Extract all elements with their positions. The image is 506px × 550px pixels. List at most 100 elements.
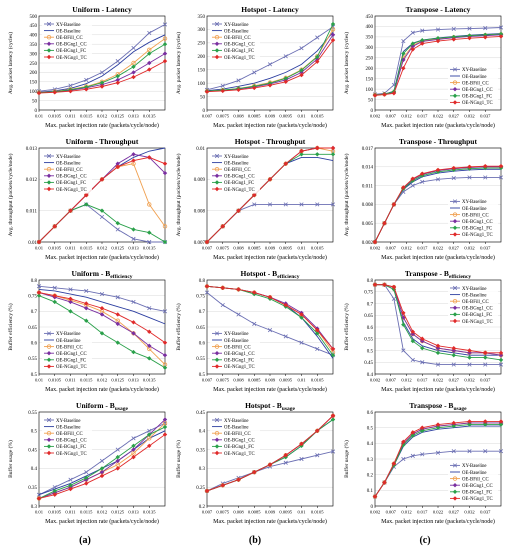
x-tick-label: 0.022 bbox=[433, 510, 444, 515]
data-point bbox=[483, 35, 488, 40]
data-point bbox=[236, 208, 241, 213]
legend-label: XY-Baseline bbox=[462, 200, 487, 205]
legend-marker bbox=[214, 437, 220, 442]
data-point bbox=[382, 282, 387, 287]
data-point bbox=[283, 54, 288, 59]
legend-label: XY-Baseline bbox=[224, 23, 249, 28]
data-point bbox=[498, 419, 504, 424]
chart-title-subscript: usage bbox=[282, 406, 296, 412]
data-point bbox=[283, 302, 288, 308]
y-tick-label: 200 bbox=[30, 71, 38, 76]
plot-frame bbox=[374, 15, 502, 111]
data-point bbox=[220, 285, 225, 291]
series-line bbox=[38, 292, 166, 365]
data-point bbox=[84, 84, 89, 90]
data-point bbox=[236, 78, 241, 83]
x-tick-label: 0.007 bbox=[386, 114, 397, 119]
data-point bbox=[68, 299, 73, 305]
y-tick-label: 150 bbox=[30, 81, 38, 86]
data-point bbox=[330, 353, 336, 358]
y-tick-label: 0.009 bbox=[194, 178, 206, 183]
y-tick-label: 0.3 bbox=[367, 458, 374, 463]
x-tick-label: 0.027 bbox=[449, 378, 460, 383]
legend-marker bbox=[46, 21, 52, 27]
data-point bbox=[115, 321, 120, 327]
data-point bbox=[52, 285, 57, 290]
data-point bbox=[147, 329, 152, 334]
x-tick-label: 0.037 bbox=[480, 246, 491, 251]
data-point bbox=[498, 353, 504, 358]
legend-marker bbox=[214, 21, 220, 27]
x-tick-label: 0.0135 bbox=[143, 378, 156, 383]
data-point bbox=[382, 92, 387, 97]
data-point bbox=[283, 202, 288, 207]
y-axis-label: Buffer efficiency (%) bbox=[7, 303, 14, 350]
data-point bbox=[99, 312, 105, 317]
data-point bbox=[451, 420, 456, 426]
column-label-b: (b) bbox=[249, 535, 261, 546]
data-point bbox=[299, 456, 304, 462]
legend: XY-BaselineOE-BaselineOE-BFill_CCOE-BGng… bbox=[448, 64, 498, 107]
data-point bbox=[52, 293, 57, 298]
data-point bbox=[283, 161, 288, 166]
y-tick-label: 0.5 bbox=[31, 373, 38, 378]
legend-marker bbox=[452, 285, 458, 291]
data-point bbox=[147, 356, 152, 361]
data-point bbox=[401, 322, 406, 327]
data-point bbox=[162, 36, 168, 41]
data-point bbox=[330, 346, 336, 352]
data-point bbox=[451, 165, 456, 171]
data-point bbox=[147, 443, 152, 449]
data-point bbox=[330, 202, 336, 207]
legend-label: OE-BGng1_FC bbox=[56, 445, 86, 450]
x-tick-label: 0.0105 bbox=[48, 378, 61, 383]
legend: XY-BaselineOE-BaselineOE-BFill_CCOE-BGng… bbox=[448, 283, 498, 326]
data-point bbox=[236, 87, 241, 93]
data-point bbox=[162, 417, 168, 422]
y-tick-label: 0.65 bbox=[364, 314, 373, 319]
y-tick-label: 0.012 bbox=[26, 178, 38, 183]
y-tick-label: 0.45 bbox=[196, 411, 205, 416]
x-tick-label: 0.012 bbox=[97, 378, 108, 383]
data-point bbox=[299, 202, 304, 207]
series-line bbox=[206, 31, 334, 92]
legend-label: XY-Baseline bbox=[462, 464, 487, 469]
legend-label: XY-Baseline bbox=[224, 332, 249, 337]
y-tick-label: 0.007 bbox=[194, 241, 206, 246]
chart-title: Transpose - Latency bbox=[406, 5, 471, 14]
legend-label: OE-BGng1_CC bbox=[56, 175, 87, 180]
legend-label: OE-NGng1_TC bbox=[56, 188, 87, 193]
legend-marker bbox=[452, 489, 458, 494]
data-point bbox=[391, 284, 397, 290]
data-point bbox=[283, 79, 288, 84]
x-axis-label: Max. packet injection rate (packets/cycl… bbox=[213, 386, 327, 393]
data-point bbox=[451, 362, 456, 367]
y-tick-label: 0.75 bbox=[196, 294, 205, 299]
x-tick-label: 0.011 bbox=[65, 378, 76, 383]
data-point bbox=[498, 362, 504, 367]
legend-label: OE-BFill_CC bbox=[462, 81, 489, 86]
x-tick-label: 0.012 bbox=[401, 510, 412, 515]
legend-label: OE-Baseline bbox=[224, 425, 249, 430]
plot-frame bbox=[374, 279, 502, 375]
data-point bbox=[162, 161, 168, 166]
data-point bbox=[252, 70, 257, 75]
legend-label: OE-BGng1_FC bbox=[224, 49, 254, 54]
data-point bbox=[131, 74, 136, 80]
legend-label: OE-NGng1_TC bbox=[56, 452, 87, 457]
legend-box bbox=[210, 328, 260, 371]
y-tick-label: 150 bbox=[366, 77, 374, 82]
x-tick-label: 0.007 bbox=[202, 114, 213, 119]
data-point bbox=[115, 77, 120, 83]
legend-label: OE-BFill_CC bbox=[56, 432, 83, 437]
y-axis-label: Buffer efficiency (%) bbox=[175, 303, 182, 350]
x-tick-label: 0.032 bbox=[464, 246, 475, 251]
data-point bbox=[36, 284, 42, 289]
data-point bbox=[420, 179, 425, 184]
data-point bbox=[372, 93, 378, 98]
legend-label: OE-BFill_CC bbox=[224, 345, 251, 350]
data-point bbox=[299, 315, 304, 320]
legend-label: OE-BGng1_CC bbox=[224, 439, 255, 444]
y-tick-label: 100 bbox=[366, 88, 374, 93]
chart-hotspot-latency: Hotspot - Latency 0 50 100 150 200 250 300 350 0.… bbox=[175, 5, 336, 129]
